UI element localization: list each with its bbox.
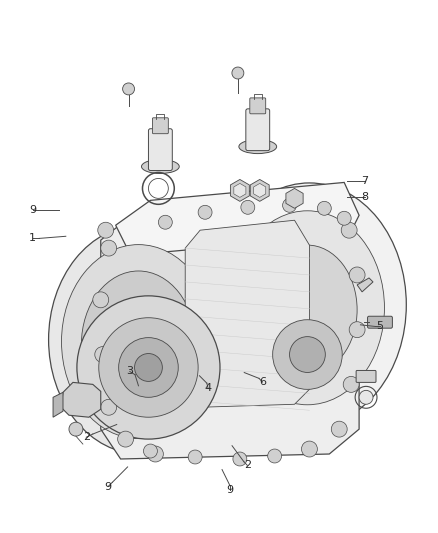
Circle shape [144, 444, 157, 458]
Ellipse shape [258, 245, 357, 375]
Circle shape [119, 337, 178, 397]
Circle shape [69, 422, 83, 436]
Circle shape [359, 390, 373, 404]
Text: 6: 6 [259, 377, 266, 387]
Text: 9: 9 [104, 481, 112, 491]
Circle shape [233, 452, 247, 466]
Ellipse shape [239, 140, 277, 154]
Circle shape [159, 215, 172, 229]
Circle shape [148, 446, 163, 462]
Circle shape [101, 399, 117, 415]
Circle shape [337, 211, 351, 225]
Circle shape [123, 83, 134, 95]
Circle shape [101, 240, 117, 256]
Circle shape [188, 450, 202, 464]
Circle shape [95, 346, 111, 362]
Ellipse shape [61, 245, 215, 439]
Polygon shape [116, 182, 359, 255]
Ellipse shape [81, 271, 196, 418]
Circle shape [349, 267, 365, 283]
Text: 1: 1 [29, 233, 36, 244]
Circle shape [232, 67, 244, 79]
Text: 2: 2 [244, 461, 251, 470]
Circle shape [198, 205, 212, 219]
Circle shape [93, 292, 109, 308]
Text: 5: 5 [377, 321, 384, 332]
Polygon shape [53, 392, 63, 417]
FancyBboxPatch shape [148, 129, 172, 171]
FancyBboxPatch shape [152, 118, 168, 134]
Circle shape [283, 198, 297, 212]
Circle shape [273, 320, 342, 389]
Text: 7: 7 [361, 175, 368, 185]
Text: 3: 3 [126, 367, 133, 376]
Circle shape [343, 376, 359, 392]
Ellipse shape [141, 159, 179, 173]
Text: 2: 2 [83, 432, 90, 442]
Circle shape [118, 431, 134, 447]
Ellipse shape [212, 183, 406, 426]
Polygon shape [185, 220, 309, 407]
FancyBboxPatch shape [250, 98, 266, 114]
Text: 4: 4 [205, 383, 212, 393]
FancyBboxPatch shape [367, 316, 392, 328]
Ellipse shape [49, 225, 233, 454]
Polygon shape [61, 382, 101, 417]
Circle shape [349, 322, 365, 337]
Circle shape [134, 353, 162, 382]
Text: 8: 8 [361, 191, 368, 201]
FancyBboxPatch shape [356, 370, 376, 382]
Circle shape [241, 200, 255, 214]
Circle shape [318, 201, 331, 215]
Circle shape [290, 337, 325, 373]
Ellipse shape [230, 211, 385, 405]
Polygon shape [357, 278, 373, 292]
Circle shape [268, 449, 282, 463]
Circle shape [341, 222, 357, 238]
Circle shape [301, 441, 318, 457]
Circle shape [98, 222, 114, 238]
Circle shape [331, 421, 347, 437]
Text: 9: 9 [226, 485, 233, 495]
Circle shape [99, 318, 198, 417]
Circle shape [77, 296, 220, 439]
Text: 9: 9 [29, 205, 36, 215]
Polygon shape [101, 200, 359, 459]
FancyBboxPatch shape [246, 109, 270, 151]
